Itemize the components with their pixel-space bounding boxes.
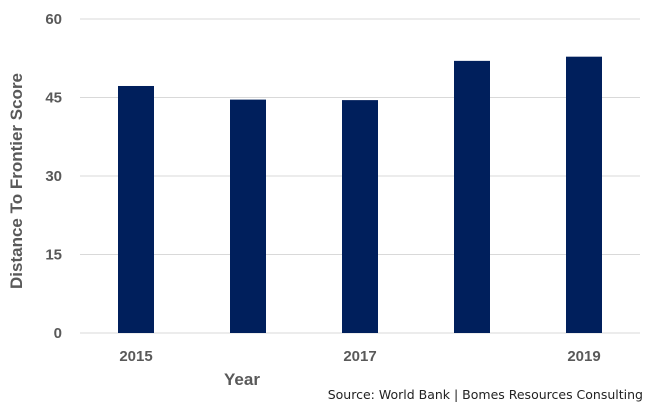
- x-tick-label: 2017: [343, 348, 376, 365]
- y-tick-label: 45: [45, 90, 62, 107]
- x-axis-title: Year: [224, 370, 260, 389]
- bar-2018: [454, 60, 490, 333]
- y-axis-title: Distance To Frontier Score: [7, 73, 26, 289]
- bar-2017: [342, 100, 378, 333]
- y-tick-label: 0: [54, 325, 62, 342]
- bar-2016: [230, 99, 266, 334]
- y-tick-label: 60: [45, 11, 62, 28]
- x-tick-label: 2015: [119, 348, 152, 365]
- y-tick-label: 15: [45, 247, 62, 264]
- bars: [118, 56, 602, 334]
- y-tick-label: 30: [45, 168, 62, 185]
- bar-2015: [118, 85, 154, 333]
- source-note: Source: World Bank | Bomes Resources Con…: [328, 387, 643, 402]
- bar-2019: [566, 56, 602, 334]
- x-tick-labels: 2015 2017 2019: [119, 348, 600, 365]
- x-tick-label: 2019: [567, 348, 600, 365]
- y-tick-labels: 0 15 30 45 60: [45, 11, 62, 342]
